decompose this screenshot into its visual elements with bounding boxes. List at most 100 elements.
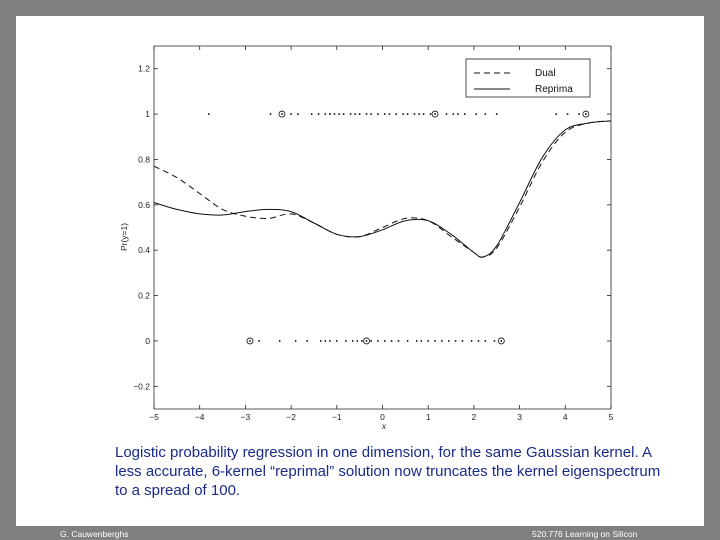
class1-point (269, 113, 272, 115)
y-tick-label: −0.2 (133, 381, 150, 391)
class1-point (297, 113, 299, 115)
class1-point (463, 113, 466, 115)
y-tick-label: 0.6 (138, 200, 150, 210)
class1-point (578, 113, 580, 115)
class1-point (349, 113, 352, 115)
class1-point (445, 113, 448, 115)
x-tick-label: −3 (241, 412, 251, 422)
class0-point (441, 340, 443, 342)
class0-point (415, 340, 418, 342)
class1-point (457, 113, 459, 115)
class1-point (422, 113, 425, 115)
class0-point (345, 340, 347, 342)
class0-point (377, 340, 379, 342)
class0-point (361, 340, 363, 342)
class1-point (484, 113, 487, 115)
class0-point (365, 340, 368, 342)
class0-point (397, 340, 400, 342)
x-tick-label: 1 (426, 412, 431, 422)
class1-point (207, 113, 210, 115)
x-tick-label: 3 (517, 412, 522, 422)
class1-support-circle (278, 110, 286, 118)
y-tick-label: 0.8 (138, 154, 150, 164)
y-axis-label: Pr(y=1) (119, 223, 129, 251)
x-tick-label: 0 (380, 412, 385, 422)
class0-point (370, 340, 372, 342)
class0-point (434, 340, 436, 342)
class0-point (447, 340, 450, 342)
class0-point (500, 340, 503, 342)
class0-point (294, 340, 297, 342)
x-tick-label: −2 (286, 412, 296, 422)
class0-point (329, 340, 331, 342)
x-tick-label: 5 (609, 412, 614, 422)
class1-support-circle (582, 110, 590, 118)
class0-point (427, 340, 430, 342)
class1-point (406, 113, 409, 115)
x-tick-label: −1 (332, 412, 342, 422)
class0-point (406, 340, 409, 342)
class1-point (329, 113, 331, 115)
class1-point (495, 113, 498, 115)
class0-point (319, 340, 322, 342)
class1-point (584, 113, 587, 115)
class1-point (365, 113, 368, 115)
class1-point (310, 113, 313, 115)
class1-point (290, 113, 292, 115)
legend-reprima-label: Reprima (535, 84, 573, 95)
x-tick-label: −4 (195, 412, 205, 422)
footer-author: G. Cauwenberghs (60, 529, 129, 539)
class1-point (418, 113, 420, 115)
series-line-reprima (153, 120, 612, 258)
class1-point (317, 113, 320, 115)
class1-point (402, 113, 404, 115)
class0-support-circle (497, 337, 505, 345)
y-tick-label: 0.2 (138, 291, 150, 301)
class1-point (434, 113, 436, 115)
slide: −5 −4 −3 −2 −1 0 1 2 3 4 5 −0.2 0 0.2 0.4 0.6 0.8 1 1.2 Du… (16, 16, 704, 526)
class0-support-circle (363, 337, 370, 345)
class1-point (475, 113, 478, 115)
class1-point (566, 113, 569, 115)
class0-point (258, 340, 261, 342)
series-line-dual (153, 120, 612, 258)
class1-point (388, 113, 391, 115)
class1-point (281, 113, 283, 115)
chart-legend: Dual Reprima (465, 58, 591, 98)
class1-point (555, 113, 558, 115)
class1-point (342, 113, 345, 115)
class1-point (338, 113, 340, 115)
class0-point (351, 340, 354, 342)
class1-point (413, 113, 416, 115)
class0-point (390, 340, 393, 342)
x-tick-label: 2 (472, 412, 477, 422)
class1-point (333, 113, 336, 115)
x-tick-label: −5 (149, 412, 159, 422)
y-tick-label: 1.2 (138, 64, 150, 74)
class1-support-circle (431, 110, 439, 118)
footer-course: 520.776 Learning on Silicon (532, 529, 638, 539)
class1-point (395, 113, 398, 115)
class1-point (358, 113, 361, 115)
y-tick-label: 1 (145, 109, 150, 119)
y-tick-label: 0 (145, 336, 150, 346)
class0-point (484, 340, 487, 342)
class1-point (383, 113, 386, 115)
chart-axes: −5 −4 −3 −2 −1 0 1 2 3 4 5 −0.2 0 0.2 0.4 0.6 0.8 1 1.2 (133, 45, 614, 422)
class0-point (324, 340, 327, 342)
class1-point (377, 113, 379, 115)
class0-point (278, 340, 281, 342)
class1-point (324, 113, 327, 115)
class1-point (452, 113, 455, 115)
class0-support-circle (246, 337, 254, 345)
class0-point (477, 340, 480, 342)
x-axis-label: x (381, 421, 387, 431)
chart-points (207, 110, 590, 345)
legend-dual-label: Dual (535, 68, 556, 79)
class0-point (454, 340, 457, 342)
chart-series (153, 120, 612, 258)
class0-point (335, 340, 338, 342)
class1-point (370, 113, 372, 115)
class0-point (383, 340, 386, 342)
class0-point (493, 340, 496, 342)
